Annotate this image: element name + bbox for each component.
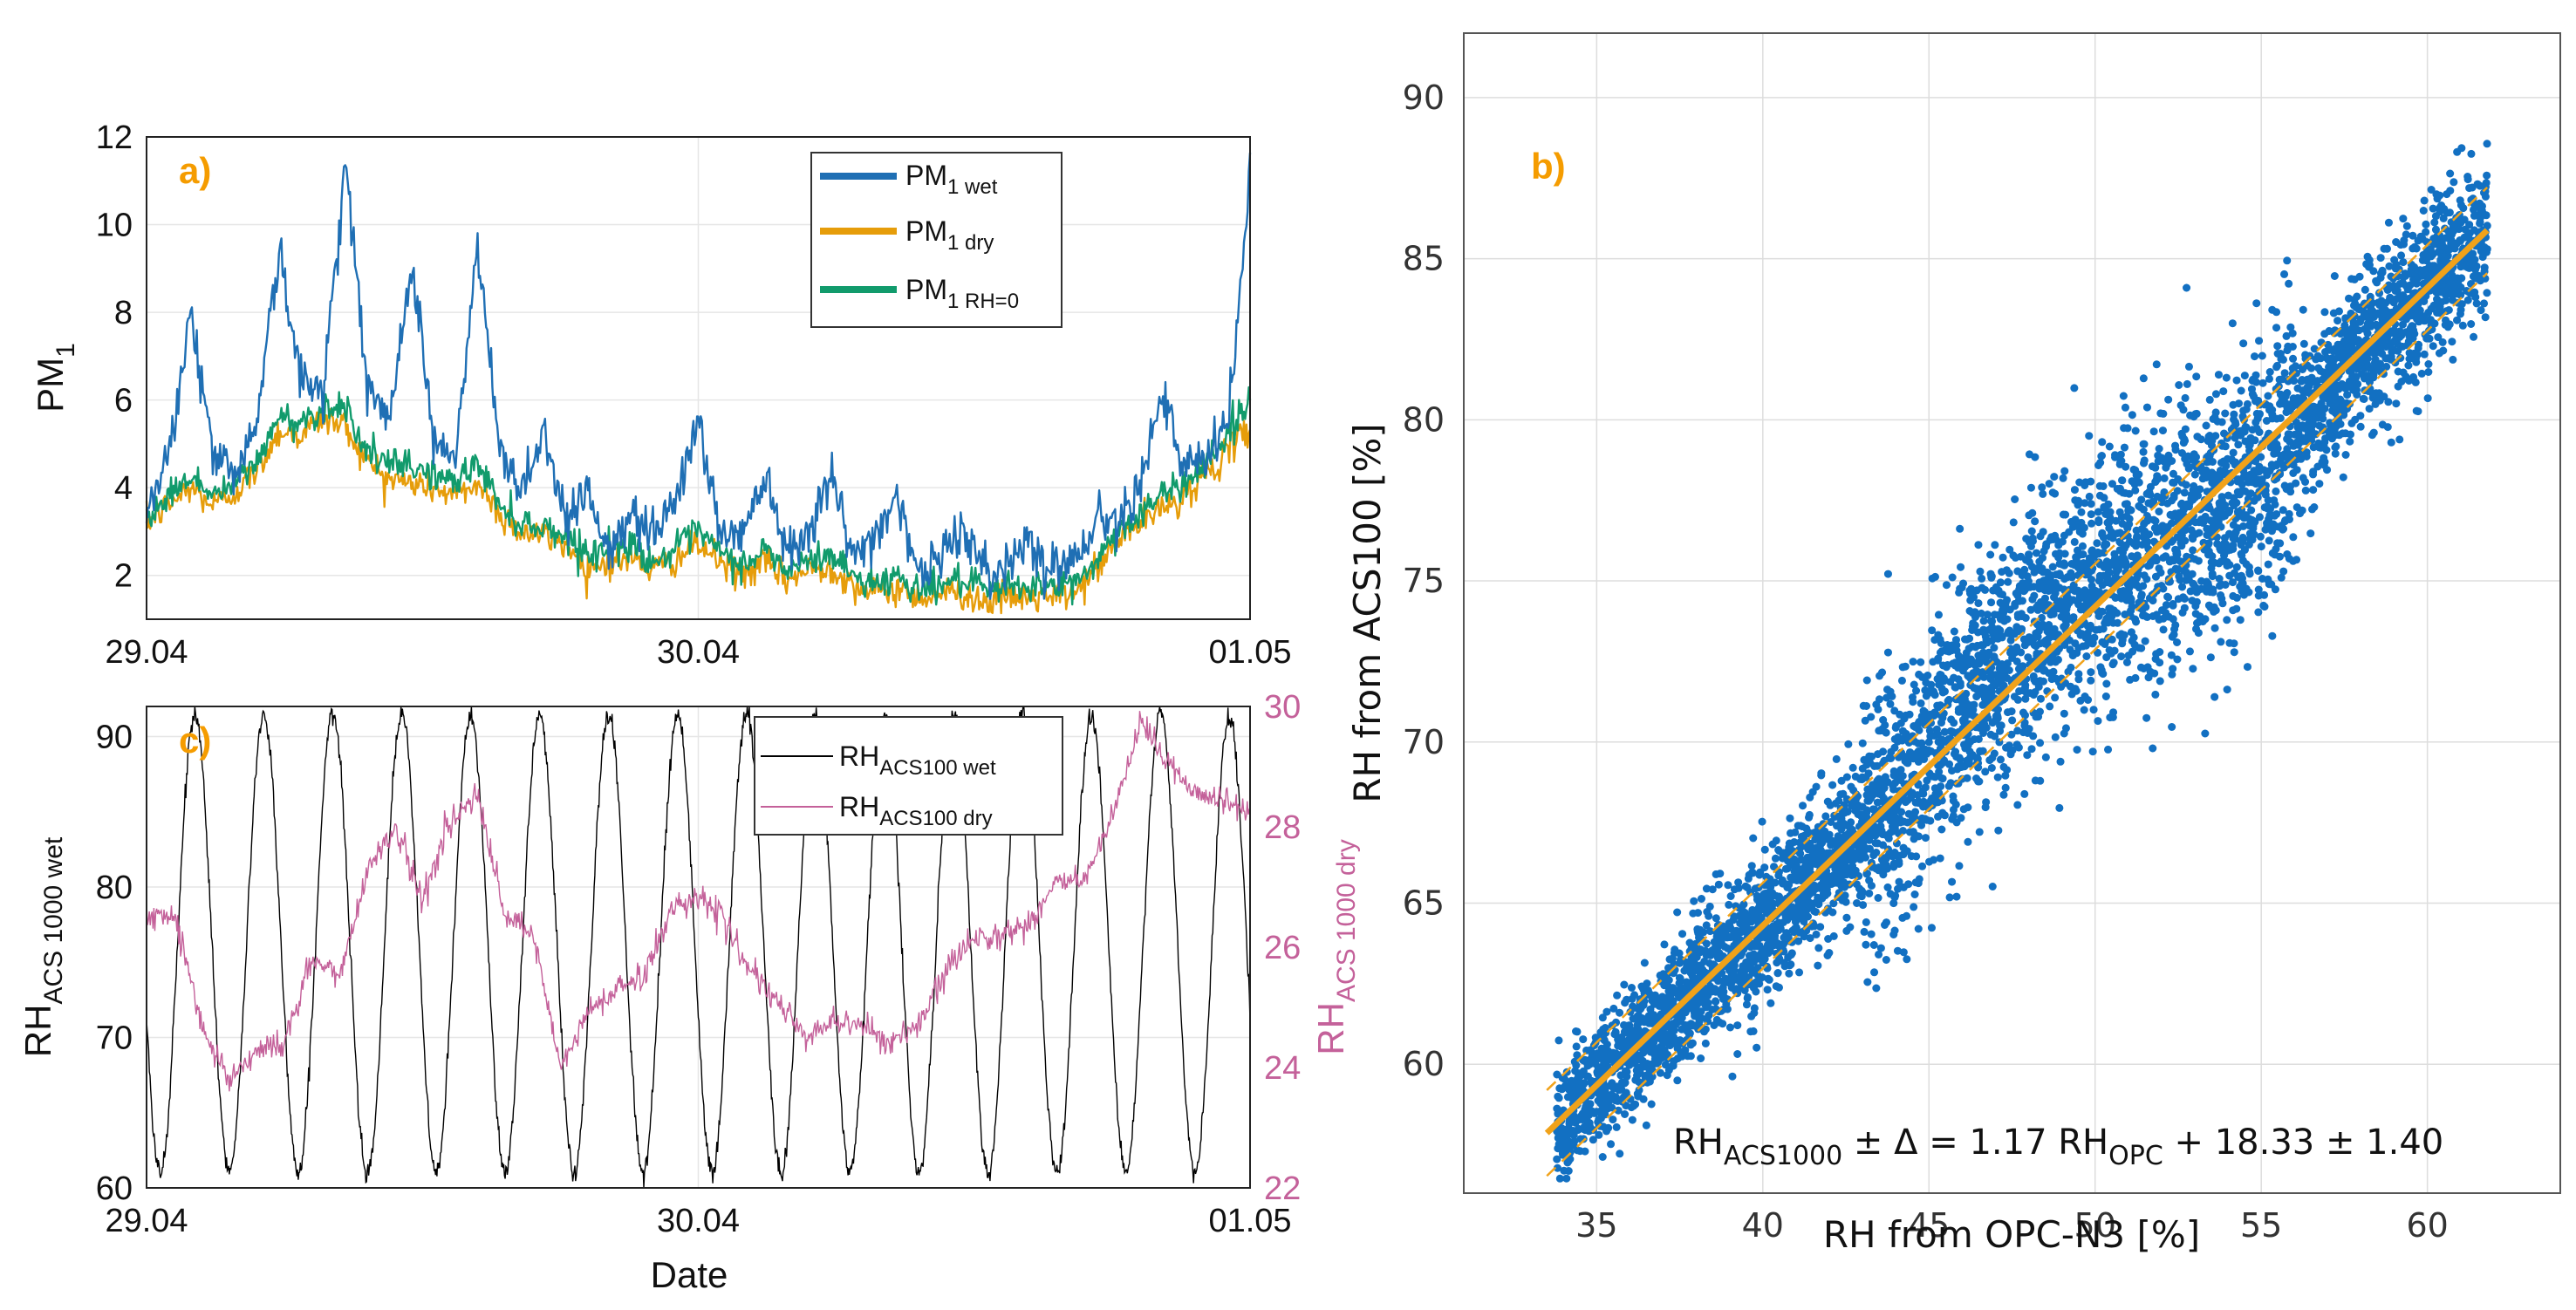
panel-b-xticks: 35 40 45 50 55 60 xyxy=(1575,1206,2449,1245)
ytick-label: 80 xyxy=(1403,400,1445,439)
ytick-label: 6 xyxy=(114,383,133,420)
xtick-label: 40 xyxy=(1742,1206,1784,1245)
panel-a-legend: PM1 wet PM1 dry PM1 RH=0 xyxy=(810,152,1063,328)
xtick-label: 01.05 xyxy=(1208,634,1291,671)
panel-b-ylabel: RH from ACS100 [%] xyxy=(1346,423,1389,802)
chart-panel-c: 60 70 80 90 22 24 26 28 30 29.04 30.04 01.05 c) D… xyxy=(17,689,1361,1295)
panel-b-label: b) xyxy=(1531,146,1566,187)
ytick-label: 85 xyxy=(1403,240,1445,278)
xtick-label: 29.04 xyxy=(105,634,188,671)
ytick-label: 80 xyxy=(96,870,133,906)
panel-b-fit-equation: RHACS1000 ± Δ = 1.17 RHOPC + 18.33 ± 1.4… xyxy=(1673,1122,2443,1171)
fit-band-line-1 xyxy=(1546,272,2489,1177)
panel-c-grid xyxy=(146,706,1251,1189)
chart-panel-b: 60 65 70 75 80 85 90 35 40 45 50 55 60 b) RH from O… xyxy=(1346,32,2561,1256)
xtick-label: 30.04 xyxy=(657,634,740,671)
panel-a-series xyxy=(145,153,1252,615)
panel-a-xticks: 29.04 30.04 01.05 xyxy=(105,634,1291,671)
ytick-label: 70 xyxy=(1403,723,1445,761)
xtick-label: 55 xyxy=(2240,1206,2282,1245)
legend-c-entry-wet: RHACS100 wet xyxy=(839,740,996,780)
ytick-label-right: 30 xyxy=(1264,689,1301,726)
legend-a-entry-rh0: PM1 RH=0 xyxy=(905,274,1019,313)
ytick-label-right: 28 xyxy=(1264,809,1301,846)
panel-a-yticks: 2 4 6 8 10 12 xyxy=(96,119,133,595)
panel-b-frame xyxy=(1463,32,2561,1194)
ytick-label: 60 xyxy=(96,1170,133,1207)
ytick-label: 90 xyxy=(96,720,133,756)
ytick-label: 12 xyxy=(96,119,133,156)
ytick-label: 65 xyxy=(1403,884,1445,923)
ytick-label-right: 22 xyxy=(1264,1170,1301,1207)
panel-a-ylabel: PM1 xyxy=(30,343,80,413)
panel-c-yticks-right: 22 24 26 28 30 xyxy=(1264,689,1301,1207)
ytick-label: 60 xyxy=(1403,1045,1445,1083)
ytick-label-right: 24 xyxy=(1264,1050,1301,1087)
panel-c-legend: RHACS100 wet RHACS100 dry xyxy=(754,716,1063,836)
fit-line xyxy=(1544,228,2490,1136)
ytick-label: 4 xyxy=(114,470,133,507)
panel-b-plot-area xyxy=(1464,33,2560,1193)
legend-a-entry-dry: PM1 dry xyxy=(905,215,994,255)
ytick-label: 75 xyxy=(1403,562,1445,600)
panel-a-label: a) xyxy=(179,150,211,191)
panel-c-frame xyxy=(146,706,1251,1189)
panel-c-ylabel-left: RHACS 1000 wet xyxy=(17,836,68,1057)
ytick-label: 70 xyxy=(96,1020,133,1057)
xtick-label: 45 xyxy=(1908,1206,1950,1245)
panel-c-yticks-left: 60 70 80 90 xyxy=(96,720,133,1208)
ytick-label: 2 xyxy=(114,558,133,595)
panel-b-xlabel: RH from OPC-N3 [%] xyxy=(1823,1213,2200,1256)
chart-panel-a: 2 4 6 8 10 12 29.04 30.04 01.05 a) PM1 PM1 wet … xyxy=(30,119,1292,671)
panel-c-label: c) xyxy=(179,720,211,761)
series-line-0 xyxy=(145,153,1252,600)
panel-a-frame xyxy=(146,136,1251,620)
series-line-dry xyxy=(146,711,1251,1092)
series-line-2 xyxy=(145,385,1252,606)
series-line-wet xyxy=(146,706,1251,1189)
ytick-label: 90 xyxy=(1403,78,1445,117)
ytick-label-right: 26 xyxy=(1264,930,1301,966)
panel-c-xticks: 29.04 30.04 01.05 xyxy=(105,1203,1291,1239)
fit-band-line-0 xyxy=(1546,186,2489,1091)
xtick-label: 30.04 xyxy=(657,1203,740,1239)
panel-c-series xyxy=(146,706,1251,1189)
panel-b-fit-lines xyxy=(1544,186,2490,1177)
panel-c-ylabel-right: RHACS 1000 dry xyxy=(1310,839,1361,1054)
xtick-label: 60 xyxy=(2406,1206,2448,1245)
legend-c-entry-dry: RHACS100 dry xyxy=(839,791,993,830)
legend-a-entry-wet: PM1 wet xyxy=(905,160,998,199)
ytick-label: 8 xyxy=(114,295,133,331)
xtick-label: 35 xyxy=(1575,1206,1617,1245)
ytick-label: 10 xyxy=(96,208,133,244)
panel-c-xlabel: Date xyxy=(651,1254,728,1295)
xtick-label: 01.05 xyxy=(1208,1203,1291,1239)
xtick-label: 29.04 xyxy=(105,1203,188,1239)
panel-b-yticks: 60 65 70 75 80 85 90 xyxy=(1403,78,1445,1083)
xtick-label: 50 xyxy=(2074,1206,2116,1245)
